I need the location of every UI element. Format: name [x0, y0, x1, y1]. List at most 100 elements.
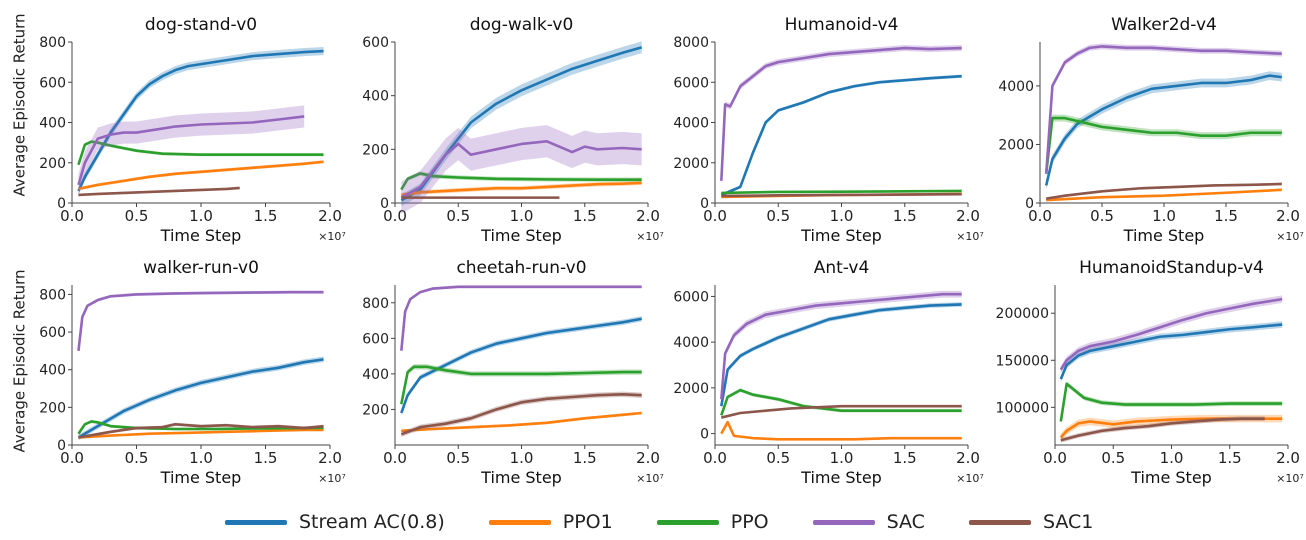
x-tick-label: 0.5: [125, 449, 149, 467]
series-ppo: [721, 189, 962, 195]
x-tick-label: 1.0: [830, 449, 854, 467]
legend-label-sac1: SAC1: [1042, 511, 1094, 533]
x-tick-label: 0.5: [1101, 449, 1125, 467]
series-ppo1: [401, 181, 642, 197]
x-tick-label: 1.5: [893, 449, 917, 467]
y-tick-label: 400: [362, 367, 389, 383]
y-tick-label: 100000: [996, 400, 1049, 416]
y-tick-label: 0: [57, 196, 66, 212]
x-axis-multiplier: ×10⁷: [1276, 472, 1304, 485]
series-sac1: [1045, 182, 1282, 200]
x-tick-label: 2.0: [636, 449, 660, 467]
y-tick-label: 800: [39, 35, 66, 51]
series-sac1: [78, 422, 324, 439]
y-tick-label: 2000: [673, 156, 709, 172]
series-ppo1: [720, 420, 962, 441]
band-sac: [721, 45, 962, 184]
y-tick-label: 0: [380, 196, 389, 212]
band-ppo: [401, 364, 642, 407]
series-sac: [77, 115, 305, 186]
x-tick-label: 1.5: [1218, 449, 1242, 467]
x-axis-label: Time Step: [800, 226, 882, 245]
y-tick-label: 400: [39, 116, 66, 132]
x-tick-label: 1.0: [510, 449, 534, 467]
band-stream-ac-0-8: [78, 356, 324, 441]
chart-panel-Humanoid-v4: Humanoid-v4 0.0 0.5 1.0 1.5 2.0 0 2000 4000 6000 8…: [673, 15, 983, 245]
series-sac: [400, 139, 642, 199]
x-tick-label: 2.0: [318, 207, 342, 225]
band-stream-ac-0-8: [401, 316, 642, 416]
series-ppo: [720, 388, 962, 416]
band-sac: [78, 290, 324, 353]
chart-title: dog-walk-v0: [470, 15, 574, 35]
y-tick-label: 0: [700, 427, 709, 443]
y-tick-label: 8000: [673, 35, 709, 51]
series-stream-ac-0-8: [720, 74, 962, 197]
y-tick-label: 0: [1025, 196, 1034, 212]
chart-panel-walker-run-v0: walker-run-v0 0.0 0.5 1.0 1.5 2.0 0 200 400 600 80…: [39, 258, 346, 487]
series-sac: [1059, 297, 1283, 371]
legend-line-ppo: [656, 519, 719, 525]
y-tick-label: 4000: [998, 79, 1034, 95]
y-tick-label: 0: [57, 438, 66, 454]
x-axis-label: Time Step: [480, 468, 562, 487]
band-ppo: [1060, 381, 1283, 424]
y-tick-label: 600: [362, 35, 389, 51]
legend-line-ppo1: [488, 519, 551, 525]
legend-label-stream-ac: Stream AC(0.8): [299, 511, 445, 533]
series-ppo: [400, 365, 642, 405]
x-tick-label: 1.0: [830, 207, 854, 225]
series-sac1: [721, 192, 962, 198]
y-tick-label: 600: [39, 325, 66, 341]
x-axis-multiplier: ×10⁷: [956, 472, 984, 485]
series-stream-ac-0-8: [400, 317, 642, 414]
x-axis-label: Time Step: [1130, 468, 1212, 487]
chart-title: Ant-v4: [814, 258, 870, 278]
x-tick-label: 1.0: [189, 207, 213, 225]
x-axis-label: Time Step: [800, 468, 882, 487]
y-tick-label: 800: [362, 296, 389, 312]
series-ppo1: [401, 411, 642, 433]
x-tick-label: 0.0: [1043, 449, 1067, 467]
series-sac1: [400, 393, 642, 436]
x-axis-multiplier: ×10⁷: [636, 472, 664, 485]
y-tick-label: 400: [362, 89, 389, 105]
series-sac: [720, 46, 962, 181]
legend-line-stream-ac: [225, 519, 287, 525]
band-sac: [1046, 43, 1282, 177]
x-tick-label: 0.0: [703, 449, 727, 467]
series-sac1: [78, 186, 240, 197]
x-tick-label: 1.0: [1160, 449, 1184, 467]
y-tick-label: 6000: [673, 75, 709, 91]
x-axis-label: Time Step: [160, 468, 242, 487]
band-sac: [401, 285, 642, 353]
x-tick-label: 2.0: [1276, 449, 1300, 467]
chart-panel-cheetah-run-v0: cheetah-run-v0 0.0 0.5 1.0 1.5 2.0 200 400 600 80…: [362, 258, 664, 487]
chart-title: Humanoid-v4: [785, 15, 899, 35]
series-ppo: [1044, 116, 1282, 174]
chart-panel-dog-stand-v0: dog-stand-v0 0.0 0.5 1.0 1.5 2.0 0 200 400 600 800…: [39, 15, 346, 245]
x-tick-label: 2.0: [1276, 207, 1300, 225]
y-tick-label: 150000: [996, 353, 1049, 369]
y-axis-label-top-row: Average Episodic Return: [10, 13, 29, 197]
legend-item-ppo1: PPO1: [488, 511, 613, 533]
legend-item-ppo: PPO: [656, 511, 769, 533]
series-stream-ac-0-8: [77, 358, 324, 439]
legend-line-sac: [812, 519, 875, 525]
x-axis-label: Time Step: [480, 226, 562, 245]
x-axis-multiplier: ×10⁷: [318, 230, 346, 243]
x-tick-label: 2.0: [956, 449, 980, 467]
legend-label-ppo1: PPO1: [562, 511, 613, 533]
x-tick-label: 0.0: [1028, 207, 1052, 225]
y-tick-label: 400: [39, 363, 66, 379]
band-stream-ac-0-8: [1060, 321, 1283, 383]
series-ppo: [1059, 382, 1283, 422]
series-ppo: [77, 140, 324, 166]
series-ppo: [400, 172, 642, 191]
series-sac1: [1060, 417, 1265, 442]
series-stream-ac-0-8: [720, 303, 962, 407]
x-tick-label: 0.0: [703, 207, 727, 225]
band-stream-ac-0-8: [721, 74, 962, 197]
x-tick-label: 0.0: [60, 207, 84, 225]
series-ppo1: [78, 428, 324, 439]
